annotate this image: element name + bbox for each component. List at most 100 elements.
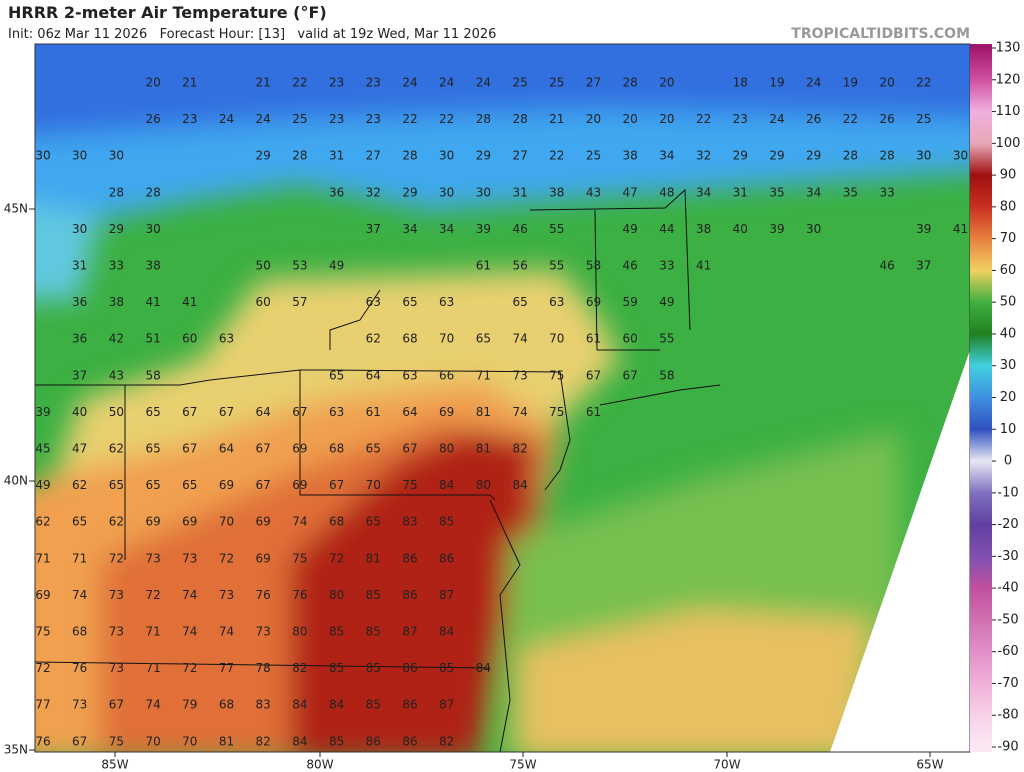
- temperature-label: 38: [145, 259, 160, 273]
- temperature-label: 65: [512, 295, 527, 309]
- temperature-label: 38: [623, 149, 638, 163]
- temperature-label: 28: [292, 149, 307, 163]
- temperature-label: 33: [659, 259, 674, 273]
- temperature-label: 62: [109, 515, 124, 529]
- temperature-label: 62: [109, 442, 124, 456]
- temperature-label: 86: [366, 734, 381, 748]
- temperature-label: 49: [623, 222, 638, 236]
- temperature-label: 71: [145, 625, 160, 639]
- temperature-label: 22: [549, 149, 564, 163]
- temperature-label: 79: [182, 698, 197, 712]
- temperature-label: 73: [256, 625, 271, 639]
- temperature-label: 68: [72, 625, 87, 639]
- temperature-label: 20: [623, 112, 638, 126]
- temperature-label: 24: [256, 112, 271, 126]
- temperature-label: 63: [329, 405, 344, 419]
- temperature-label: 84: [292, 734, 307, 748]
- lon-label: 70W: [713, 758, 740, 772]
- temperature-label: 29: [733, 149, 748, 163]
- temperature-label: 85: [329, 661, 344, 675]
- temperature-label: 25: [916, 112, 931, 126]
- temperature-label: 22: [916, 76, 931, 90]
- temperature-label: 76: [72, 661, 87, 675]
- temperature-label: 30: [72, 149, 87, 163]
- temperature-label: 74: [512, 332, 527, 346]
- temperature-label: 50: [256, 259, 271, 273]
- temperature-label: 30: [72, 222, 87, 236]
- temperature-label: 28: [402, 149, 417, 163]
- temperature-label: 86: [402, 698, 417, 712]
- temperature-label: 85: [366, 661, 381, 675]
- temperature-label: 38: [109, 295, 124, 309]
- temperature-label: 34: [402, 222, 417, 236]
- lon-label: 75W: [509, 758, 536, 772]
- temperature-label: 47: [623, 185, 638, 199]
- temperature-label: 30: [109, 149, 124, 163]
- colorbar-label: -20: [997, 517, 1018, 532]
- temperature-label: 30: [439, 185, 454, 199]
- colorbar-label: 70: [1000, 231, 1017, 246]
- title: HRRR 2-meter Air Temperature (°F): [8, 3, 327, 22]
- temperature-label: 65: [145, 478, 160, 492]
- temperature-label: 85: [439, 661, 454, 675]
- temperature-label: 23: [329, 76, 344, 90]
- temperature-label: 34: [659, 149, 674, 163]
- temperature-label: 65: [402, 295, 417, 309]
- temperature-label: 61: [586, 332, 601, 346]
- temperature-label: 74: [512, 405, 527, 419]
- temperature-label: 75: [549, 368, 564, 382]
- temperature-label: 23: [329, 112, 344, 126]
- temperature-label: 72: [145, 588, 160, 602]
- temperature-label: 29: [769, 149, 784, 163]
- temperature-label: 25: [512, 76, 527, 90]
- temperature-label: 30: [953, 149, 968, 163]
- temperature-label: 69: [439, 405, 454, 419]
- temperature-label: 75: [35, 625, 50, 639]
- temperature-label: 70: [549, 332, 564, 346]
- colorbar: [970, 44, 992, 752]
- temperature-label: 38: [696, 222, 711, 236]
- temperature-label: 80: [292, 625, 307, 639]
- temperature-label: 78: [256, 661, 271, 675]
- temperature-label: 47: [72, 442, 87, 456]
- temperature-label: 25: [549, 76, 564, 90]
- temperature-label: 31: [72, 259, 87, 273]
- colorbar-label: 120: [996, 72, 1021, 87]
- temperature-label: 81: [476, 442, 491, 456]
- temperature-label: 67: [329, 478, 344, 492]
- temperature-label: 24: [769, 112, 784, 126]
- colorbar-label: 130: [996, 41, 1021, 56]
- temperature-label: 30: [439, 149, 454, 163]
- temperature-label: 73: [145, 551, 160, 565]
- temperature-label: 24: [806, 76, 821, 90]
- temperature-label: 82: [512, 442, 527, 456]
- temperature-label: 19: [769, 76, 784, 90]
- temperature-label: 20: [145, 76, 160, 90]
- temperature-label: 36: [72, 295, 87, 309]
- temperature-label: 84: [329, 698, 344, 712]
- lat-label: 45N: [4, 202, 28, 216]
- temperature-label: 20: [659, 112, 674, 126]
- temperature-label: 75: [402, 478, 417, 492]
- colorbar-label: -10: [997, 485, 1018, 500]
- temperature-label: 44: [659, 222, 674, 236]
- temperature-label: 73: [512, 368, 527, 382]
- temperature-label: 28: [109, 185, 124, 199]
- temperature-label: 70: [439, 332, 454, 346]
- temperature-label: 87: [439, 698, 454, 712]
- colorbar-label: 10: [1000, 422, 1017, 437]
- subtitle: Init: 06z Mar 11 2026 Forecast Hour: [13…: [8, 27, 496, 42]
- lon-label: 80W: [306, 758, 333, 772]
- temperature-label: 71: [476, 368, 491, 382]
- temperature-label: 84: [439, 625, 454, 639]
- temperature-label: 69: [182, 515, 197, 529]
- temperature-label: 69: [292, 478, 307, 492]
- temperature-label: 48: [659, 185, 674, 199]
- temperature-label: 85: [366, 698, 381, 712]
- temperature-label: 86: [402, 588, 417, 602]
- temperature-label: 72: [182, 661, 197, 675]
- temperature-label: 28: [476, 112, 491, 126]
- temperature-label: 69: [256, 551, 271, 565]
- temperature-label: 26: [145, 112, 160, 126]
- temperature-label: 84: [512, 478, 527, 492]
